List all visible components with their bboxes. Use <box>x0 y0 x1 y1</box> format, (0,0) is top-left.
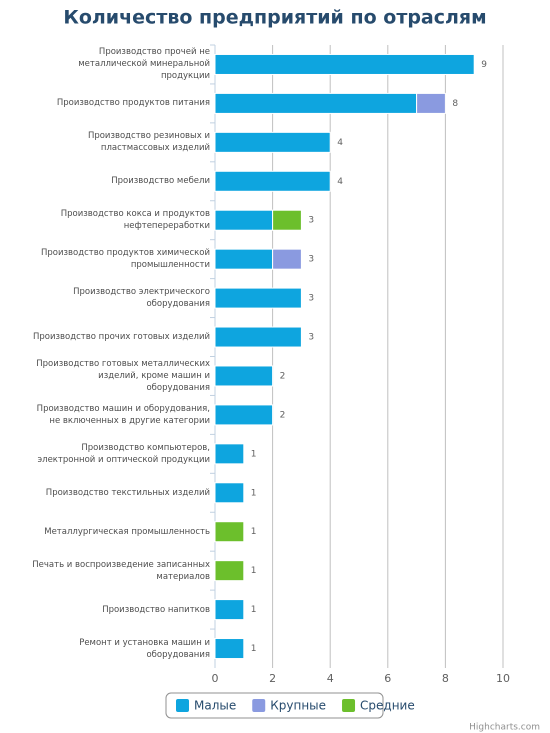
total-label: 3 <box>308 255 314 265</box>
total-label: 9 <box>481 60 487 70</box>
x-tick-label: 0 <box>212 672 219 685</box>
total-label: 8 <box>452 99 458 109</box>
y-tick-label: Производство резиновых и пластмассовых и… <box>87 131 210 154</box>
legend-swatch <box>176 699 189 712</box>
bar <box>214 209 274 231</box>
total-label: 1 <box>251 449 257 459</box>
y-tick-label: Производство продуктов химической промыш… <box>41 248 210 271</box>
y-tick-label: Ремонт и установка машин и оборудования <box>79 637 210 660</box>
bar <box>272 248 302 270</box>
y-tick-label: Печать и воспроизведение записанных мате… <box>32 559 210 582</box>
total-label: 1 <box>251 566 257 576</box>
bar <box>214 92 418 114</box>
y-tick-label: Производство компьютеров, электронной и … <box>37 442 210 465</box>
y-tick-label: Металлургическая промышленность <box>44 526 210 537</box>
bar <box>214 404 274 426</box>
x-tick-label: 2 <box>269 672 276 685</box>
y-tick-label: Производство прочих готовых изделий <box>33 332 210 343</box>
y-tick-label: Производство мебели <box>111 176 210 187</box>
y-tick-label: Производство текстильных изделий <box>45 487 210 498</box>
bar <box>214 599 245 621</box>
y-tick-label: Производство машин и оборудования, не вк… <box>36 403 210 426</box>
y-tick-label: Производство прочей не металлической мин… <box>78 47 210 82</box>
total-label: 3 <box>308 216 314 226</box>
x-tick-label: 8 <box>442 672 449 685</box>
legend-label[interactable]: Средние <box>360 699 415 713</box>
y-tick-label: Производство электрического оборудования <box>73 287 210 310</box>
bar <box>214 248 274 270</box>
total-label: 1 <box>251 488 257 498</box>
bar <box>416 92 446 114</box>
credits[interactable]: Highcharts.com <box>469 723 540 733</box>
y-tick-label: Производство кокса и продуктов нефтепере… <box>60 209 210 232</box>
bar <box>214 482 245 504</box>
bar <box>214 53 475 75</box>
bar <box>214 638 245 660</box>
total-label: 4 <box>337 138 343 148</box>
bar <box>214 287 302 309</box>
legend-swatch <box>252 699 266 712</box>
y-tick-label: Производство готовых металлических издел… <box>36 358 210 393</box>
x-tick-label: 10 <box>496 672 510 685</box>
bar <box>214 170 331 192</box>
bar <box>214 326 302 348</box>
x-tick-label: 6 <box>384 672 391 685</box>
y-tick-label: Производство напитков <box>102 604 210 615</box>
total-label: 2 <box>280 371 286 381</box>
bar <box>214 443 245 465</box>
bar <box>214 560 245 582</box>
bar <box>272 209 302 231</box>
total-label: 3 <box>308 294 314 304</box>
y-tick-label: Производство продуктов питания <box>56 98 210 109</box>
chart-title: Количество предприятий по отраслям <box>63 7 486 29</box>
total-label: 1 <box>251 527 257 537</box>
total-label: 3 <box>308 333 314 343</box>
total-label: 1 <box>251 605 257 615</box>
total-label: 4 <box>337 177 343 187</box>
legend-swatch <box>342 699 356 712</box>
x-tick-label: 4 <box>327 672 334 685</box>
total-label: 1 <box>251 644 257 654</box>
bar <box>214 365 274 387</box>
legend-box <box>165 692 384 719</box>
bar <box>214 131 331 153</box>
legend-label[interactable]: Малые <box>194 699 236 713</box>
bar <box>214 521 245 543</box>
total-label: 2 <box>280 410 286 420</box>
legend-label[interactable]: Крупные <box>270 699 326 713</box>
